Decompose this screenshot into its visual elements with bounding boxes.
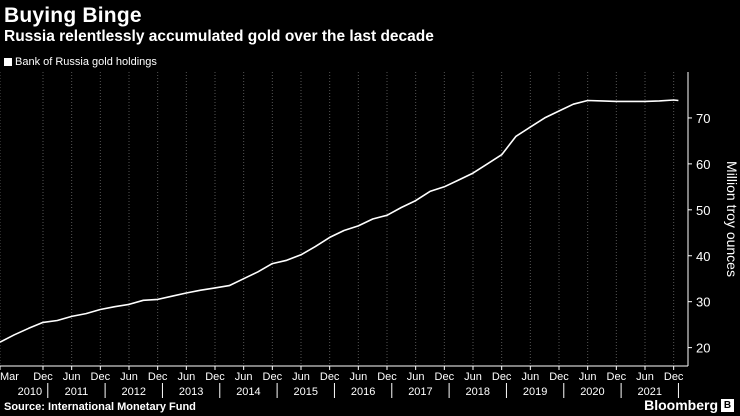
x-tick-label: Jun — [177, 371, 195, 383]
series-line-0 — [0, 99, 679, 343]
x-tick-label: Dec — [320, 371, 340, 383]
x-year-label: 2015 — [294, 386, 318, 398]
y-tick-label: 50 — [696, 203, 710, 218]
x-year-label: 2011 — [65, 386, 89, 398]
legend-swatch — [4, 58, 12, 66]
y-tick-label: 60 — [696, 157, 710, 172]
x-year-label: 2017 — [408, 386, 432, 398]
x-tick-label: Dec — [263, 371, 283, 383]
x-tick-label: Jun — [464, 371, 482, 383]
legend: Bank of Russia gold holdings — [4, 56, 157, 68]
x-year-label: 2021 — [638, 386, 662, 398]
x-tick-label: Dec — [549, 371, 569, 383]
x-tick-label: Dec — [664, 371, 684, 383]
bloomberg-b-icon: B — [721, 399, 734, 412]
y-axis-title: Million troy ounces — [724, 161, 740, 277]
x-tick-label: Jun — [120, 371, 138, 383]
x-tick-label: Mar — [0, 371, 19, 383]
x-year-label: 2010 — [18, 386, 42, 398]
chart-title: Buying Binge — [4, 4, 142, 27]
x-tick-label: Dec — [205, 371, 225, 383]
x-tick-label: Jun — [63, 371, 81, 383]
x-tick-label: Dec — [607, 371, 627, 383]
x-tick-label: Jun — [292, 371, 310, 383]
x-tick-label: Dec — [435, 371, 455, 383]
y-tick-label: 70 — [696, 111, 710, 126]
x-year-label: 2019 — [523, 386, 547, 398]
x-tick-label: Dec — [33, 371, 53, 383]
y-tick-label: 40 — [696, 249, 710, 264]
bloomberg-logo: Bloomberg — [644, 397, 718, 413]
x-tick-label: Jun — [349, 371, 367, 383]
x-year-label: 2012 — [122, 386, 146, 398]
y-tick-label: 30 — [696, 295, 710, 310]
x-tick-label: Dec — [377, 371, 397, 383]
x-year-label: 2016 — [351, 386, 375, 398]
x-year-label: 2014 — [236, 386, 260, 398]
x-tick-label: Jun — [636, 371, 654, 383]
x-year-label: 2020 — [580, 386, 604, 398]
x-tick-label: Dec — [492, 371, 512, 383]
chart-subtitle: Russia relentlessly accumulated gold ove… — [4, 28, 434, 45]
y-tick-label: 20 — [696, 341, 710, 356]
x-tick-label: Dec — [91, 371, 111, 383]
legend-label: Bank of Russia gold holdings — [15, 56, 157, 68]
x-tick-label: Jun — [235, 371, 253, 383]
x-tick-label: Jun — [579, 371, 597, 383]
x-tick-label: Jun — [521, 371, 539, 383]
x-year-label: 2013 — [179, 386, 203, 398]
x-tick-label: Dec — [148, 371, 168, 383]
source-note: Source: International Monetary Fund — [4, 401, 196, 413]
x-year-label: 2018 — [466, 386, 490, 398]
x-tick-label: Jun — [407, 371, 425, 383]
